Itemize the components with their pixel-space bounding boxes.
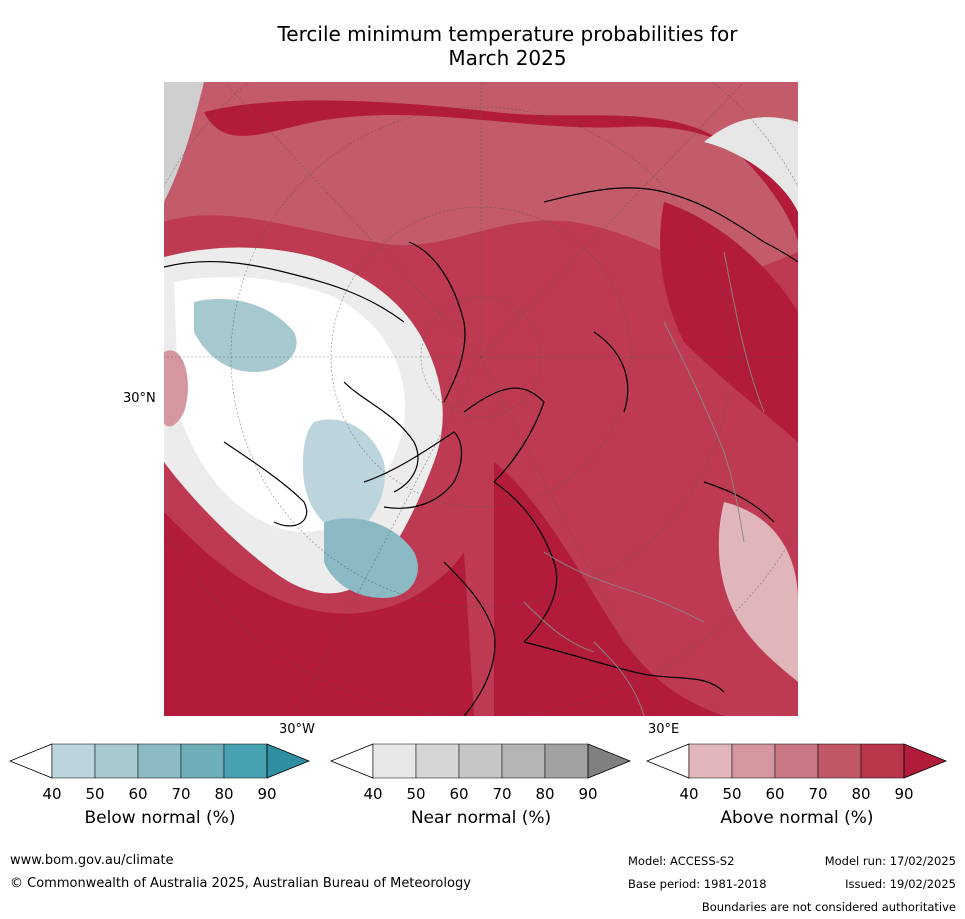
colorbar-1-extend-high xyxy=(587,743,632,779)
colorbar-2-segment-3 xyxy=(774,743,819,779)
colorbar-1-segment-5 xyxy=(544,743,589,779)
region-near-normal-northeast xyxy=(704,117,798,212)
colorbar-1-segment-2 xyxy=(415,743,460,779)
website-link[interactable]: www.bom.gov.au/climate xyxy=(10,853,174,868)
colorbar-2-extend-low xyxy=(645,743,690,779)
disclaimer-text: Boundaries are not considered authoritat… xyxy=(701,900,956,914)
borders xyxy=(523,251,765,716)
region-above-90-pacific xyxy=(164,512,474,716)
colorbar-2-tick-60: 60 xyxy=(765,785,785,803)
colorbar-0-segment-3 xyxy=(137,743,182,779)
map-canvas xyxy=(164,82,798,716)
colorbar-1-tick-60: 60 xyxy=(449,785,469,803)
colorbar-near-svg xyxy=(329,743,632,779)
region-below-normal-hudson xyxy=(302,419,385,533)
colorbar-1-tick-70: 70 xyxy=(492,785,512,803)
colorbar-0-tick-80: 80 xyxy=(214,785,234,803)
colorbar-2-tick-80: 80 xyxy=(851,785,871,803)
colorbar-1-tick-80: 80 xyxy=(535,785,555,803)
colorbar-1-tick-40: 40 xyxy=(363,785,383,803)
colorbar-1-tick-50: 50 xyxy=(406,785,426,803)
base-period-text: Base period: 1981-2018 xyxy=(628,877,767,891)
colorbar-2-tick-90: 90 xyxy=(894,785,914,803)
colorbar-1-segment-3 xyxy=(458,743,503,779)
colorbar-below-normal xyxy=(8,743,311,779)
colorbar-near-normal xyxy=(329,743,632,779)
region-above-40-west xyxy=(164,350,188,427)
colorbar-0-extend-low xyxy=(8,743,53,779)
colorbar-0-tick-70: 70 xyxy=(171,785,191,803)
colorbar-below-svg xyxy=(8,743,311,779)
region-above-90-europe xyxy=(494,462,724,716)
graticule xyxy=(164,82,798,716)
colorbar-1-extend-low xyxy=(329,743,374,779)
colorbar-0-tick-50: 50 xyxy=(85,785,105,803)
coastlines xyxy=(164,187,798,716)
lon-label-30w: 30°W xyxy=(279,722,315,737)
colorbar-1-segment-4 xyxy=(501,743,546,779)
colorbar-0-tick-40: 40 xyxy=(42,785,62,803)
region-near-normal-northwest xyxy=(164,82,204,202)
polar-map xyxy=(164,82,798,716)
colorbar-above-normal xyxy=(645,743,948,779)
colorbar-0-tick-90: 90 xyxy=(257,785,277,803)
colorbar-above-title: Above normal (%) xyxy=(720,808,874,828)
colorbar-2-extend-high xyxy=(903,743,948,779)
colorbar-2-segment-5 xyxy=(860,743,905,779)
lon-label-30e: 30°E xyxy=(648,722,680,737)
title-line-2: March 2025 xyxy=(448,46,567,70)
colorbar-near-title: Near normal (%) xyxy=(410,808,552,828)
issued-text: Issued: 19/02/2025 xyxy=(845,877,956,891)
colorbar-0-extend-high xyxy=(266,743,311,779)
region-above-90-north xyxy=(204,100,798,242)
colorbar-2-segment-4 xyxy=(817,743,862,779)
colorbar-1-segment-1 xyxy=(372,743,417,779)
colorbar-0-tick-60: 60 xyxy=(128,785,148,803)
colorbar-1-tick-90: 90 xyxy=(578,785,598,803)
model-text: Model: ACCESS-S2 xyxy=(628,854,735,868)
map-title: Tercile minimum temperature probabilitie… xyxy=(0,22,965,70)
copyright-text: © Commonwealth of Australia 2025, Austra… xyxy=(10,876,471,891)
colorbar-0-segment-1 xyxy=(51,743,96,779)
region-above-70 xyxy=(164,82,798,282)
colorbar-below-title: Below normal (%) xyxy=(84,808,236,828)
region-below-normal-atlantic xyxy=(324,518,418,598)
region-above-40-east xyxy=(718,502,798,682)
colorbar-2-tick-40: 40 xyxy=(679,785,699,803)
region-above-90-siberia xyxy=(660,202,798,442)
colorbar-2-tick-50: 50 xyxy=(722,785,742,803)
colorbar-2-tick-70: 70 xyxy=(808,785,828,803)
colorbar-above-svg xyxy=(645,743,948,779)
title-line-1: Tercile minimum temperature probabilitie… xyxy=(277,22,738,46)
model-run-text: Model run: 17/02/2025 xyxy=(824,854,956,868)
colorbar-2-segment-2 xyxy=(731,743,776,779)
colorbar-0-segment-2 xyxy=(94,743,139,779)
region-below-normal-canada xyxy=(194,298,297,372)
colorbar-0-segment-4 xyxy=(180,743,225,779)
colorbar-2-segment-1 xyxy=(688,743,733,779)
lat-label-30n: 30°N xyxy=(123,391,156,406)
colorbar-0-segment-5 xyxy=(223,743,268,779)
